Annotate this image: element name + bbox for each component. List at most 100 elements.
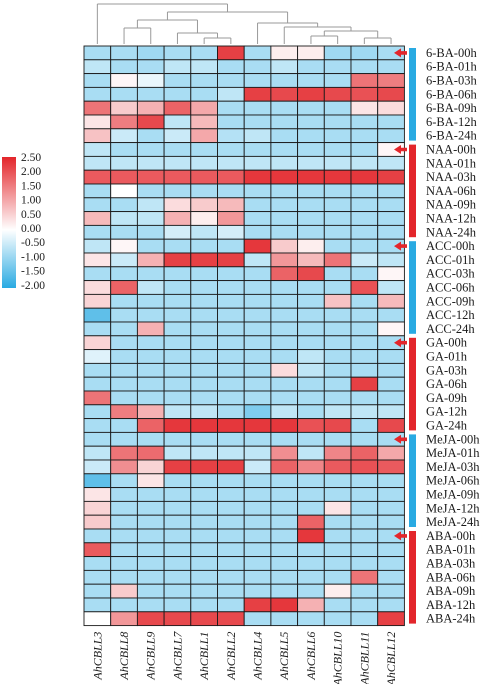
heatmap-cell: [136, 211, 165, 226]
heatmap-cell: [323, 542, 352, 558]
heatmap-cell: [83, 321, 112, 337]
heatmap-cell: [190, 293, 218, 309]
row-label: GA-12h: [426, 405, 468, 419]
heatmap-cell: [83, 307, 112, 323]
heatmap-cell: [377, 293, 405, 309]
heatmap-cell: [136, 556, 165, 571]
heatmap-cell: [243, 128, 272, 144]
heatmap-cell: [136, 280, 165, 295]
heatmap-cell: [243, 569, 272, 585]
heatmap-cell: [377, 100, 405, 116]
heatmap-cell: [270, 390, 299, 406]
heatmap-cell: [217, 86, 245, 102]
heatmap-cell: [323, 169, 352, 185]
heatmap-cell: [190, 211, 218, 226]
heatmap-cell: [217, 487, 245, 502]
heatmap-cell: [297, 514, 325, 530]
heatmap-cell: [163, 73, 192, 88]
heatmap-cell: [217, 59, 245, 75]
row-label: ACC-06h: [426, 281, 475, 295]
heatmap-cell: [377, 583, 405, 599]
heatmap-cell: [323, 404, 352, 420]
column-label: AhCBLL11: [357, 632, 371, 684]
heatmap-cell: [83, 73, 112, 88]
heatmap-cell: [243, 142, 272, 157]
heatmap-cell: [83, 349, 112, 364]
heatmap-cell: [190, 73, 218, 88]
heatmap-cell: [83, 211, 112, 226]
row-label: ACC-12h: [426, 308, 475, 322]
heatmap-cell: [323, 500, 352, 516]
heatmap-cell: [190, 238, 218, 254]
heatmap-cell: [217, 542, 245, 558]
heatmap-cell: [270, 73, 299, 88]
heatmap-cell: [270, 335, 299, 351]
row-label: ABA-01h: [426, 543, 476, 557]
heatmap-cell: [190, 556, 218, 571]
heatmap-cell: [377, 597, 405, 613]
heatmap-cell: [217, 114, 245, 130]
heatmap-cell: [163, 280, 192, 295]
heatmap-cell: [323, 59, 352, 75]
heatmap-cell: [163, 583, 192, 599]
heatmap-cell: [270, 197, 299, 213]
heatmap-cell: [110, 556, 138, 571]
heatmap-cell: [297, 224, 325, 240]
heatmap-cell: [136, 376, 165, 392]
heatmap-cell: [83, 335, 112, 351]
heatmap-cell: [350, 266, 379, 282]
heatmap-cell: [110, 611, 138, 627]
row-label: NAA-03h: [426, 170, 477, 184]
legend-tick-label: -1.50: [21, 266, 45, 278]
group-bar: [409, 434, 416, 527]
heatmap-cell: [243, 252, 272, 268]
row-label: MeJA-24h: [426, 515, 480, 529]
heatmap-cell: [270, 45, 299, 61]
heatmap-cell: [136, 583, 165, 599]
heatmap-cell: [163, 459, 192, 475]
heatmap-cell: [350, 321, 379, 337]
heatmap-cell: [110, 404, 138, 420]
heatmap-cell: [136, 473, 165, 489]
heatmap-cell: [350, 542, 379, 558]
heatmap-cell: [217, 597, 245, 613]
heatmap-cell: [217, 569, 245, 585]
legend-tick-label: 0.00: [21, 223, 41, 235]
heatmap-cell: [243, 404, 272, 420]
heatmap-cell: [190, 362, 218, 378]
group-bar: [409, 337, 416, 431]
legend-tick-label: 1.50: [21, 180, 41, 192]
heatmap-cell: [377, 569, 405, 585]
heatmap-cell: [217, 155, 245, 171]
heatmap-cell: [270, 583, 299, 599]
row-label: ABA-09h: [426, 584, 476, 598]
heatmap-cell: [163, 224, 192, 240]
heatmap-cell: [243, 224, 272, 240]
heatmap-cell: [136, 238, 165, 254]
heatmap-cell: [83, 418, 112, 433]
heatmap-cell: [163, 114, 192, 130]
legend-tick-label: -0.50: [21, 237, 45, 249]
row-label: ACC-00h: [426, 239, 475, 253]
heatmap-cell: [217, 142, 245, 157]
column-label: AhCBLL2: [224, 632, 238, 681]
row-label: 6-BA-09h: [426, 101, 477, 115]
heatmap-cell: [110, 583, 138, 599]
heatmap-cell: [350, 487, 379, 502]
heatmap-cell: [323, 280, 352, 295]
heatmap-cell: [377, 211, 405, 226]
heatmap-cell: [190, 583, 218, 599]
heatmap-cell: [136, 528, 165, 544]
heatmap-cell: [323, 611, 352, 627]
heatmap-cell: [350, 142, 379, 157]
heatmap-cell: [190, 59, 218, 75]
row-label: NAA-01h: [426, 156, 477, 170]
heatmap-cell: [377, 280, 405, 295]
heatmap-cell: [350, 45, 379, 61]
heatmap-cell: [323, 224, 352, 240]
row-label: GA-24h: [426, 419, 468, 433]
heatmap-cell: [350, 459, 379, 475]
heatmap-cell: [323, 142, 352, 157]
heatmap-cell: [190, 335, 218, 351]
heatmap-cell: [163, 542, 192, 558]
